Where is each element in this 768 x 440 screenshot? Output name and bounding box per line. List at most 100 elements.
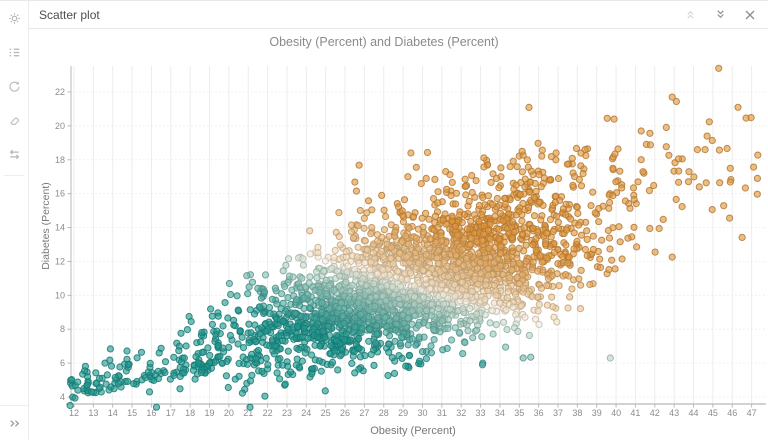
scatter-point[interactable]	[522, 257, 530, 265]
scatter-point[interactable]	[275, 332, 283, 340]
scatter-point[interactable]	[417, 286, 425, 294]
scatter-point[interactable]	[535, 320, 543, 328]
scatter-point[interactable]	[383, 240, 391, 248]
scatter-point[interactable]	[668, 253, 676, 261]
scatter-point[interactable]	[279, 317, 287, 325]
scatter-point[interactable]	[484, 265, 492, 273]
scatter-point[interactable]	[482, 281, 490, 289]
scatter-point[interactable]	[431, 212, 439, 220]
scatter-point[interactable]	[418, 348, 427, 356]
scatter-point[interactable]	[331, 347, 339, 355]
scatter-point[interactable]	[471, 275, 479, 283]
scatter-point[interactable]	[95, 384, 103, 393]
scatter-point[interactable]	[248, 278, 257, 286]
scatter-point[interactable]	[276, 354, 284, 363]
scatter-point[interactable]	[260, 288, 269, 296]
scatter-point[interactable]	[726, 178, 734, 186]
scatter-point[interactable]	[226, 331, 234, 340]
scatter-point[interactable]	[524, 203, 533, 211]
scatter-point[interactable]	[668, 93, 676, 101]
scatter-point[interactable]	[537, 183, 545, 191]
scatter-point[interactable]	[577, 281, 585, 289]
scatter-point[interactable]	[416, 306, 424, 314]
scatter-point[interactable]	[400, 319, 408, 327]
scatter-point[interactable]	[161, 358, 170, 366]
scatter-point[interactable]	[222, 372, 230, 380]
scatter-point[interactable]	[214, 341, 222, 349]
scatter-point[interactable]	[360, 224, 368, 232]
scatter-point[interactable]	[271, 284, 279, 292]
scatter-point[interactable]	[542, 229, 551, 237]
scatter-point[interactable]	[610, 115, 618, 123]
refresh-button[interactable]	[0, 69, 28, 103]
scatter-point[interactable]	[251, 321, 259, 329]
scatter-point[interactable]	[650, 181, 658, 190]
scatter-point[interactable]	[367, 258, 375, 266]
scatter-point[interactable]	[313, 274, 321, 282]
scatter-point[interactable]	[216, 352, 224, 360]
scatter-point[interactable]	[672, 195, 680, 203]
scatter-point[interactable]	[301, 349, 309, 357]
collapse-up-button[interactable]	[681, 6, 699, 24]
scatter-point[interactable]	[402, 362, 410, 370]
scatter-point[interactable]	[420, 228, 428, 236]
scatter-point[interactable]	[180, 354, 188, 362]
scatter-point[interactable]	[175, 347, 183, 355]
scatter-point[interactable]	[351, 178, 359, 186]
scatter-point[interactable]	[431, 175, 439, 183]
scatter-point[interactable]	[321, 387, 329, 395]
scatter-point[interactable]	[235, 372, 243, 380]
scatter-point[interactable]	[520, 224, 528, 232]
scatter-point[interactable]	[553, 212, 561, 220]
scatter-point[interactable]	[130, 380, 138, 388]
scatter-point[interactable]	[245, 320, 253, 328]
scatter-point[interactable]	[415, 245, 423, 253]
scatter-point[interactable]	[529, 241, 537, 249]
scatter-point[interactable]	[133, 354, 141, 362]
scatter-point[interactable]	[486, 319, 494, 327]
scatter-point[interactable]	[674, 155, 683, 163]
scatter-point[interactable]	[550, 248, 558, 256]
scatter-point[interactable]	[95, 374, 104, 382]
scatter-point[interactable]	[248, 371, 256, 379]
scatter-point[interactable]	[468, 171, 476, 180]
scatter-point[interactable]	[361, 237, 369, 245]
scatter-point[interactable]	[519, 199, 527, 207]
scatter-point[interactable]	[552, 149, 560, 157]
scatter-point[interactable]	[268, 336, 277, 344]
scatter-point[interactable]	[547, 153, 556, 161]
scatter-point[interactable]	[665, 151, 673, 159]
scatter-point[interactable]	[320, 267, 328, 275]
scatter-point[interactable]	[310, 331, 318, 340]
scatter-point[interactable]	[464, 327, 472, 335]
scatter-point[interactable]	[738, 233, 746, 241]
scatter-point[interactable]	[608, 256, 616, 264]
scatter-point[interactable]	[214, 312, 222, 320]
scatter-point[interactable]	[554, 218, 562, 226]
scatter-point[interactable]	[562, 211, 570, 219]
scatter-point[interactable]	[145, 388, 154, 396]
scatter-point[interactable]	[461, 339, 469, 347]
scatter-point[interactable]	[225, 343, 233, 351]
scatter-point[interactable]	[364, 313, 372, 321]
scatter-point[interactable]	[524, 163, 532, 171]
scatter-point[interactable]	[408, 307, 416, 315]
scatter-point[interactable]	[477, 269, 485, 278]
scatter-point[interactable]	[398, 333, 406, 341]
scatter-point[interactable]	[611, 150, 619, 158]
scatter-point[interactable]	[284, 347, 292, 355]
scatter-point[interactable]	[559, 205, 568, 213]
scatter-point[interactable]	[245, 339, 253, 347]
scatter-point[interactable]	[503, 294, 511, 302]
scatter-point[interactable]	[366, 266, 374, 274]
scatter-point[interactable]	[342, 278, 350, 286]
scatter-point[interactable]	[235, 359, 243, 367]
scatter-point[interactable]	[367, 272, 375, 280]
scatter-point[interactable]	[355, 161, 363, 169]
scatter-point[interactable]	[481, 254, 489, 262]
scatter-point[interactable]	[517, 302, 525, 310]
scatter-point[interactable]	[618, 184, 626, 192]
scatter-point[interactable]	[715, 146, 724, 154]
scatter-point[interactable]	[497, 243, 505, 251]
scatter-point[interactable]	[637, 127, 645, 135]
